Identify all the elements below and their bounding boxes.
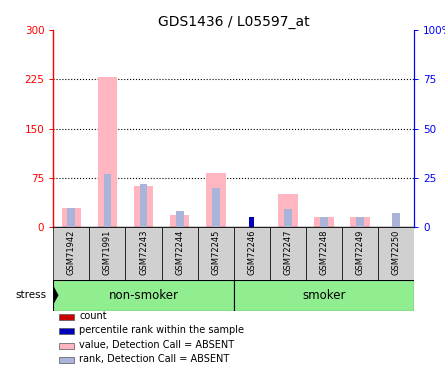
Bar [392,213,400,227]
Bar [234,280,414,310]
Text: GSM72250: GSM72250 [391,230,401,275]
Bar [61,207,81,227]
Bar [278,194,298,227]
Bar [342,227,378,280]
Bar [176,211,183,227]
Text: GSM72247: GSM72247 [283,230,292,275]
Bar [270,227,306,280]
Bar [53,227,89,280]
Bar [140,184,147,227]
Bar [234,227,270,280]
Text: stress: stress [15,290,46,300]
Bar [350,217,370,227]
Bar [134,186,154,227]
Bar [249,217,254,227]
Bar [320,217,328,227]
Text: GSM71942: GSM71942 [67,230,76,275]
Text: non-smoker: non-smoker [109,289,178,302]
Bar [378,227,414,280]
Polygon shape [53,286,58,304]
Text: value, Detection Call = ABSENT: value, Detection Call = ABSENT [79,340,235,350]
Bar [59,357,74,363]
Text: GSM72243: GSM72243 [139,230,148,275]
Text: smoker: smoker [302,289,345,302]
Bar [356,217,364,227]
Text: GSM72244: GSM72244 [175,230,184,275]
Bar [212,188,219,227]
Bar [89,227,125,280]
Text: GSM72245: GSM72245 [211,230,220,275]
Bar [68,207,75,227]
Bar [198,227,234,280]
Bar [170,215,190,227]
Title: GDS1436 / L05597_at: GDS1436 / L05597_at [158,15,309,29]
Text: GSM72248: GSM72248 [319,230,328,275]
Bar [59,314,74,320]
Bar [59,328,74,334]
Bar [284,210,291,227]
Text: GSM71991: GSM71991 [103,230,112,275]
Bar [104,174,111,227]
Text: GSM72249: GSM72249 [355,230,364,275]
Bar [306,227,342,280]
Bar [53,280,234,310]
Bar [162,227,198,280]
Text: rank, Detection Call = ABSENT: rank, Detection Call = ABSENT [79,354,230,364]
Bar [59,343,74,349]
Text: GSM72246: GSM72246 [247,230,256,275]
Bar [314,217,334,227]
Text: percentile rank within the sample: percentile rank within the sample [79,326,244,336]
Bar [125,227,162,280]
Text: count: count [79,311,107,321]
Bar [97,77,117,227]
Bar [206,172,226,227]
